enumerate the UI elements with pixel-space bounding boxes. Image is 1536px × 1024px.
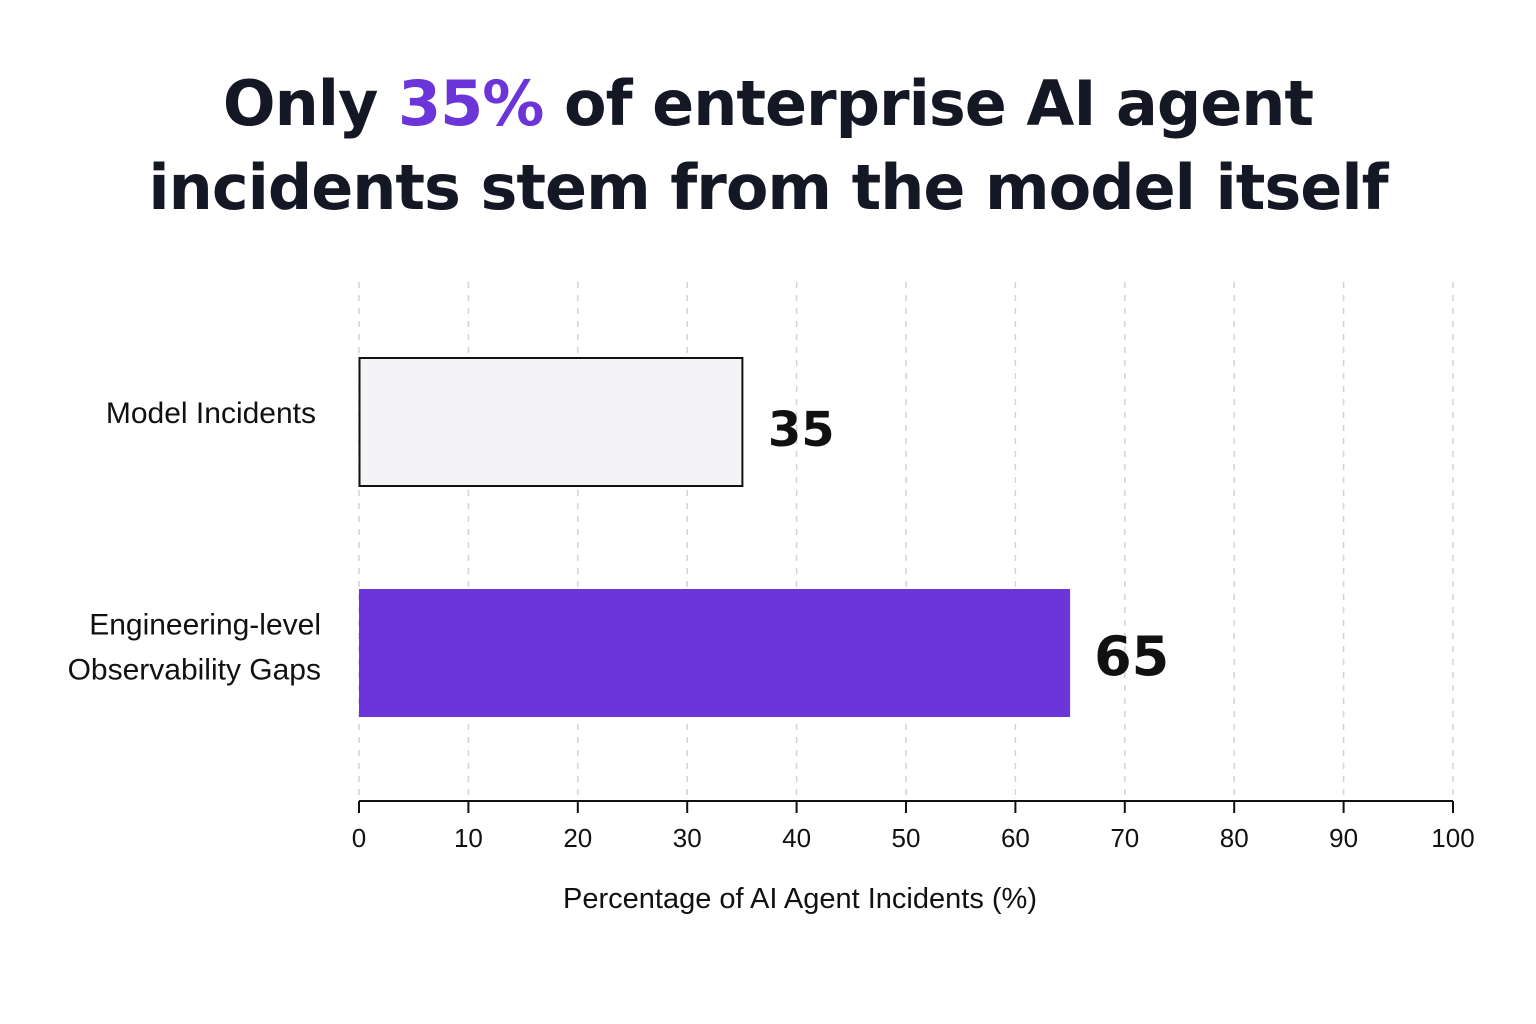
category-label: Engineering-level [89,609,321,642]
x-tick-label: 70 [1110,823,1139,853]
category-label: Observability Gaps [68,654,321,687]
x-axis: 0 10 20 30 40 50 60 70 80 90 100 [352,800,1475,853]
labels: 35 Model Incidents 65 Engineering-level Obse… [68,397,1170,688]
x-tick-label: 20 [563,823,592,853]
bars [358,357,1071,717]
x-tick-label: 10 [454,823,483,853]
title-prefix: Only [222,67,399,140]
value-label: 65 [1094,625,1169,688]
x-tick-label: 40 [782,823,811,853]
x-tick-label: 100 [1431,823,1474,853]
value-label: 35 [768,402,835,458]
bar-model-incidents [358,357,744,487]
title-line2: incidents stem from the model itself [148,151,1388,224]
bar-observability-gaps [359,589,1071,717]
x-tick-label: 80 [1220,823,1249,853]
x-tick-label: 50 [892,823,921,853]
x-axis-title: Percentage of AI Agent Incidents (%) [563,883,1037,915]
title-highlight: 35% [398,67,544,140]
x-tick-label: 60 [1001,823,1030,853]
chart-title: Only 35% of enterprise AI agent incident… [0,62,1536,230]
category-label: Model Incidents [106,397,316,430]
x-tick-label: 90 [1329,823,1358,853]
x-tick-label: 30 [673,823,702,853]
title-line1-rest: of enterprise AI agent [543,67,1314,140]
x-tick-label: 0 [352,823,366,853]
